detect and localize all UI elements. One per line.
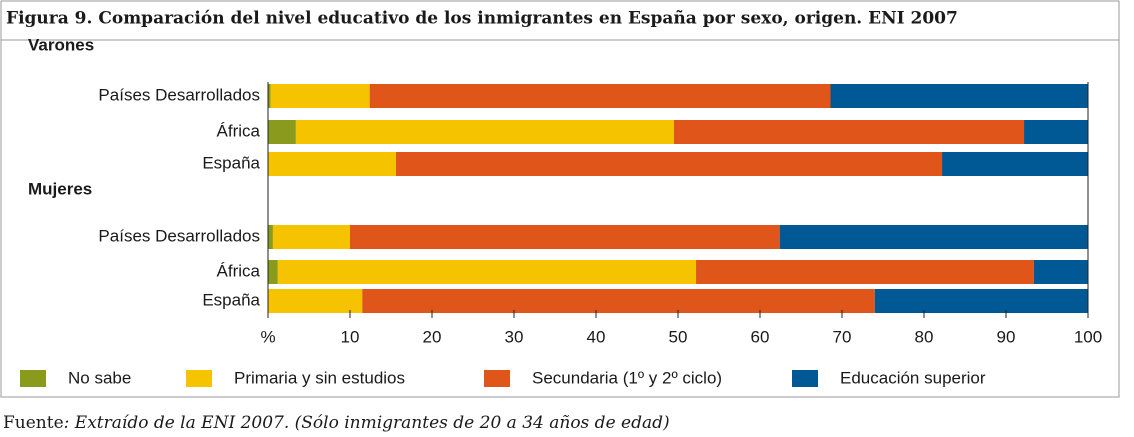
bar-segment — [395, 152, 943, 176]
y-tick-label: España — [202, 290, 260, 309]
bar-segment — [268, 260, 278, 284]
legend-label: Educación superior — [840, 368, 986, 387]
bar-segment — [277, 260, 697, 284]
x-tick-label: 60 — [751, 327, 770, 346]
y-tick-label: Países Desarrollados — [98, 226, 260, 245]
x-tick-label: 10 — [341, 327, 360, 346]
legend-swatch — [186, 370, 212, 387]
x-tick-label: % — [260, 327, 275, 346]
source-text: : Extraído de la ENI 2007. (Sólo inmigra… — [64, 413, 670, 433]
source: Fuente: Extraído de la ENI 2007. (Sólo i… — [3, 413, 670, 433]
y-tick-label: África — [217, 261, 261, 280]
legend-label: No sabe — [68, 368, 131, 387]
x-tick-label: 30 — [505, 327, 524, 346]
x-tick-label: 20 — [423, 327, 442, 346]
bar-segment — [268, 225, 273, 249]
legend-swatch — [484, 370, 510, 387]
bar-segment — [673, 120, 1025, 144]
bar-segment — [830, 84, 1088, 108]
bar-segment — [268, 120, 296, 144]
bar-segment — [696, 260, 1034, 284]
bar-segment — [942, 152, 1088, 176]
bar-segment — [268, 152, 396, 176]
bar-segment — [268, 84, 271, 108]
group-label: Mujeres — [28, 179, 92, 198]
chart-title: Figura 9. Comparación del nivel educativ… — [6, 9, 958, 29]
legend-label: Primaria y sin estudios — [234, 368, 405, 387]
source-prefix: Fuente — [3, 413, 64, 433]
bar-segment — [270, 84, 370, 108]
y-tick-label: España — [202, 153, 260, 172]
x-tick-label: 100 — [1074, 327, 1102, 346]
y-tick-label: África — [217, 121, 261, 140]
x-tick-label: 50 — [669, 327, 688, 346]
x-tick-label: 40 — [587, 327, 606, 346]
bar-segment — [268, 289, 363, 313]
bar-segment — [272, 225, 350, 249]
legend-label: Secundaria (1º y 2º ciclo) — [532, 368, 722, 387]
bar-segment — [779, 225, 1088, 249]
legend-swatch — [792, 370, 818, 387]
y-tick-label: Países Desarrollados — [98, 85, 260, 104]
bar-segment — [1024, 120, 1088, 144]
bar-segment — [874, 289, 1088, 313]
bar-segment — [1033, 260, 1088, 284]
group-label: Varones — [28, 35, 94, 54]
bar-segment — [295, 120, 674, 144]
legend-swatch — [20, 370, 46, 387]
x-tick-label: 90 — [997, 327, 1016, 346]
bar-segment — [350, 225, 780, 249]
x-tick-label: 70 — [833, 327, 852, 346]
bar-segment — [369, 84, 831, 108]
x-tick-label: 80 — [915, 327, 934, 346]
chart-frame — [0, 0, 1120, 398]
bar-segment — [362, 289, 875, 313]
